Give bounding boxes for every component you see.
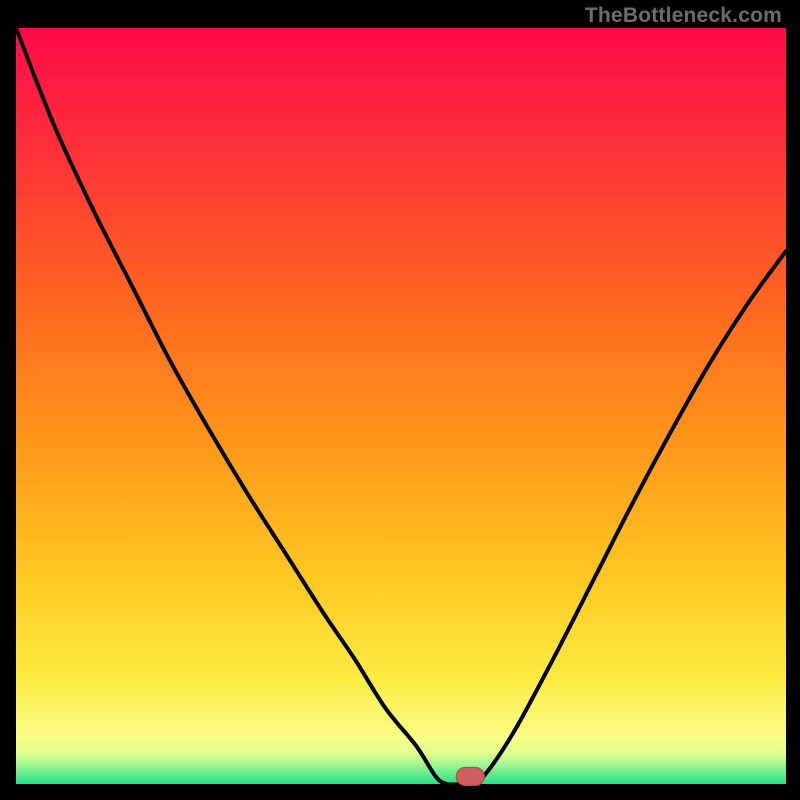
chart-container: TheBottleneck.com: [0, 0, 800, 800]
watermark-text: TheBottleneck.com: [585, 4, 782, 28]
marker-layer: [0, 0, 800, 800]
optimum-marker: [456, 767, 484, 785]
